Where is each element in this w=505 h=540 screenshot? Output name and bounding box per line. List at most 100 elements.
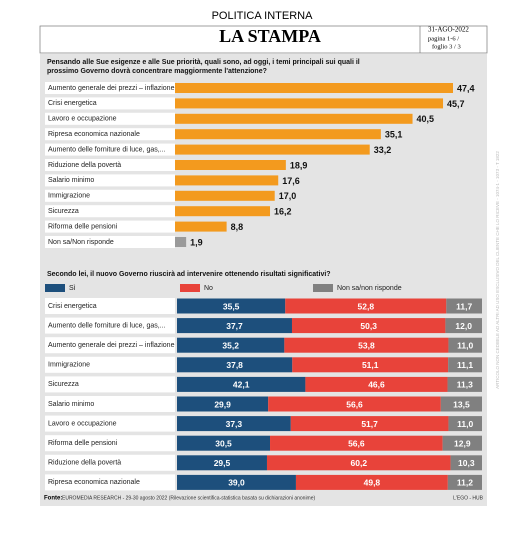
bar-segment — [268, 396, 441, 412]
value-label: 37,3 — [226, 419, 243, 429]
value-label: 60,2 — [351, 458, 368, 468]
value-label: 12,0 — [455, 321, 472, 331]
legend-swatch — [180, 284, 200, 292]
category-label: Lavoro e occupazione — [48, 116, 117, 123]
page-number: pagina 1-6 / — [428, 35, 459, 42]
row-band — [45, 396, 175, 412]
row-band — [45, 143, 175, 156]
row-band — [45, 415, 175, 432]
bar-segment — [445, 318, 482, 334]
bar — [175, 175, 279, 186]
bar-segment — [177, 455, 267, 471]
value-label: 51,7 — [361, 419, 378, 429]
bar-segment — [177, 376, 306, 392]
value-label: 37,8 — [226, 360, 243, 370]
value-label: 11,0 — [457, 419, 473, 429]
row-band — [45, 356, 175, 373]
legend-label: No — [204, 285, 213, 292]
bar — [175, 113, 413, 124]
bar-segment — [177, 416, 291, 432]
bar-segment — [177, 435, 271, 451]
value-label: 30,5 — [215, 438, 232, 448]
legend-label: Sì — [69, 285, 76, 292]
bar — [175, 129, 381, 140]
row-band — [45, 128, 175, 141]
category-label: Riforma delle pensioni — [48, 440, 118, 447]
value-label: 16,2 — [274, 207, 292, 217]
legend-label: Non sa/non risponde — [337, 285, 402, 292]
value-label: 50,3 — [360, 321, 377, 331]
category-label: Non sa/Non risponde — [48, 239, 114, 246]
category-label: Salario minimo — [48, 401, 94, 408]
category-label: Immigrazione — [48, 193, 90, 200]
value-label: 11,2 — [457, 478, 473, 488]
value-label: 11,1 — [457, 360, 473, 370]
bar-segment — [295, 474, 448, 490]
bar-segment — [448, 357, 482, 373]
value-label: 11,7 — [456, 301, 472, 311]
row-band — [45, 435, 175, 452]
bar-segment — [448, 337, 482, 353]
value-label: 39,0 — [228, 478, 245, 488]
category-label: Aumento delle forniture di luce, gas,... — [48, 322, 166, 329]
bar-segment — [442, 435, 482, 451]
category-label: Riduzione della povertà — [48, 460, 121, 467]
value-label: 45,7 — [447, 99, 465, 109]
bar — [175, 221, 227, 232]
bar — [175, 83, 453, 93]
value-label: 10,3 — [458, 458, 475, 468]
value-label: 56,6 — [348, 438, 365, 448]
category-label: Immigrazione — [48, 362, 90, 369]
row-band — [45, 298, 175, 314]
category-label: Ripresa economica nazionale — [48, 479, 140, 486]
bar-segment — [177, 298, 286, 314]
bar — [175, 237, 187, 247]
value-label: 11,0 — [457, 340, 473, 350]
bar-segment — [450, 455, 482, 471]
masthead: LA STAMPA — [219, 26, 321, 46]
value-label: 40,5 — [417, 114, 435, 124]
value-label: 37,7 — [226, 321, 243, 331]
row-band — [45, 376, 175, 393]
section: POLITICA INTERNA — [212, 10, 314, 22]
bar-segment — [292, 357, 449, 373]
category-label: Salario minimo — [48, 177, 94, 184]
legend-swatch — [313, 284, 333, 292]
value-label: 17,6 — [282, 176, 300, 186]
category-label: Ripresa economica nazionale — [48, 131, 140, 138]
bar-segment — [446, 298, 482, 314]
date: 31-AGO-2022 — [428, 26, 469, 34]
source-label: Fonte: — [44, 496, 62, 502]
value-label: 53,8 — [358, 340, 375, 350]
bar-segment — [440, 396, 482, 412]
bar-segment — [266, 455, 451, 471]
value-label: 49,8 — [364, 478, 381, 488]
value-label: 35,5 — [223, 301, 240, 311]
bar-segment — [447, 376, 482, 392]
value-label: 47,4 — [457, 83, 475, 93]
value-label: 42,1 — [233, 380, 250, 390]
category-label: Crisi energetica — [48, 100, 97, 107]
bar-segment — [448, 416, 482, 432]
value-label: 29,5 — [214, 458, 231, 468]
watermark: ARTICOLO NON CEDIBILE AD ALTRI AD USO ES… — [495, 151, 500, 389]
category-label: Sicurezza — [48, 381, 79, 388]
bar-segment — [447, 474, 482, 490]
bar-segment — [177, 337, 285, 353]
bar — [175, 98, 444, 109]
bar-segment — [290, 416, 449, 432]
value-label: 29,9 — [214, 399, 231, 409]
bar-segment — [291, 318, 446, 334]
row-band — [45, 112, 175, 125]
row-band — [45, 317, 175, 334]
sheet: foglio 3 / 3 — [432, 43, 461, 50]
chart-title: Secondo lei, il nuovo Governo riuscirà a… — [47, 271, 331, 278]
legend-swatch — [45, 284, 65, 292]
value-label: 13,5 — [453, 399, 470, 409]
bar — [175, 160, 286, 170]
value-label: 12,9 — [454, 438, 471, 448]
bar-segment — [305, 376, 448, 392]
value-label: 46,6 — [368, 380, 385, 390]
category-label: Riduzione della povertà — [48, 162, 121, 169]
